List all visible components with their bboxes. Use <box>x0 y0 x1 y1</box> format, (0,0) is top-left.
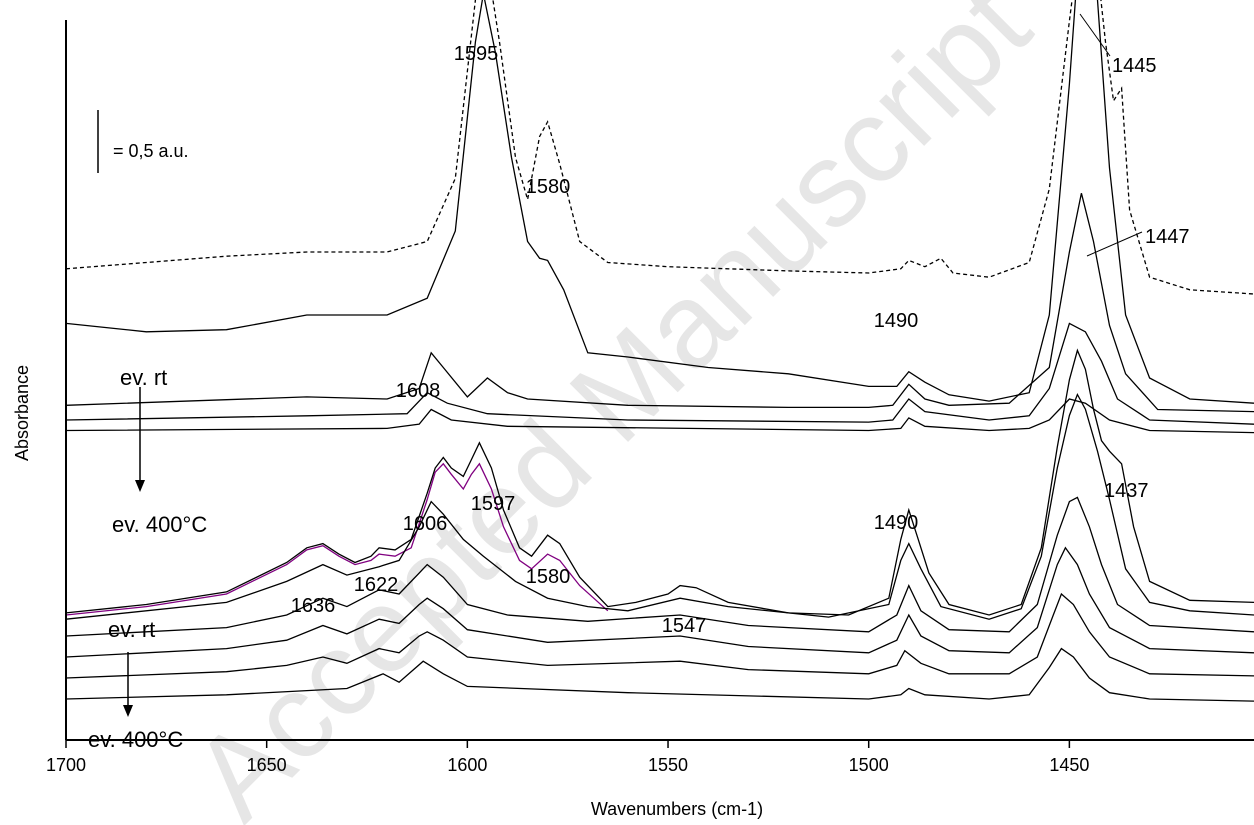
x-tick-label-1700: 1700 <box>46 755 86 775</box>
peak-label-1597: 1597 <box>471 493 516 515</box>
x-tick-label-1600: 1600 <box>447 755 487 775</box>
spectrum-upper-2 <box>65 0 1254 404</box>
spectrum-lower-4 <box>65 496 1254 637</box>
spectrum-lower-7 <box>65 647 1254 702</box>
lower-arrow-head <box>123 705 133 717</box>
peak-label-1606: 1606 <box>403 513 448 535</box>
scale-bar-label: = 0,5 a.u. <box>113 141 189 161</box>
peak-label-1447: 1447 <box>1145 226 1190 248</box>
peak-label-1580-lower: 1580 <box>526 566 571 588</box>
spectrum-lower-6 <box>65 592 1254 679</box>
peak-label-1445: 1445 <box>1112 55 1157 77</box>
peak-label-1580-upper: 1580 <box>526 176 571 198</box>
spectrum-lower-1 <box>65 348 1254 616</box>
x-tick-label-1500: 1500 <box>849 755 889 775</box>
spectrum-upper-5 <box>65 398 1254 434</box>
spectrum-upper-3 <box>65 193 1254 413</box>
x-tick-label-1650: 1650 <box>247 755 287 775</box>
lower-end-label: ev. 400°C <box>88 727 183 752</box>
x-tick-label-1550: 1550 <box>648 755 688 775</box>
spectrum-lower-5 <box>65 546 1254 658</box>
x-axis-title: Wavenumbers (cm-1) <box>591 799 763 819</box>
peak-label-1547: 1547 <box>662 615 707 637</box>
peak-label-1622: 1622 <box>354 574 399 596</box>
spectrum-upper-4 <box>65 322 1254 425</box>
peak-leader-1445 <box>1079 13 1111 57</box>
spectrum-lower-3 <box>65 392 1254 620</box>
spectra-curves <box>65 0 1254 702</box>
peak-label-1608: 1608 <box>396 380 441 402</box>
watermark: Accepted Manuscript <box>167 0 1054 825</box>
peak-label-1595: 1595 <box>454 43 499 65</box>
upper-arrow-head <box>135 480 145 492</box>
peak-label-1490-upper: 1490 <box>874 310 919 332</box>
spectrum-lower-2 <box>65 462 609 616</box>
upper-end-label: ev. 400°C <box>112 512 207 537</box>
peak-label-1437: 1437 <box>1104 480 1149 502</box>
upper-start-label: ev. rt <box>120 365 167 390</box>
peak-label-1636: 1636 <box>291 595 336 617</box>
x-ticks: 1700 1650 1600 1550 1500 1450 <box>46 740 1089 775</box>
x-tick-label-1450: 1450 <box>1049 755 1089 775</box>
y-axis-title: Absorbance <box>12 365 32 461</box>
lower-start-label: ev. rt <box>108 617 155 642</box>
spectrum-upper-1 <box>65 0 1254 295</box>
peak-leader-1447 <box>1086 231 1143 257</box>
peak-label-1490-lower: 1490 <box>874 512 919 534</box>
